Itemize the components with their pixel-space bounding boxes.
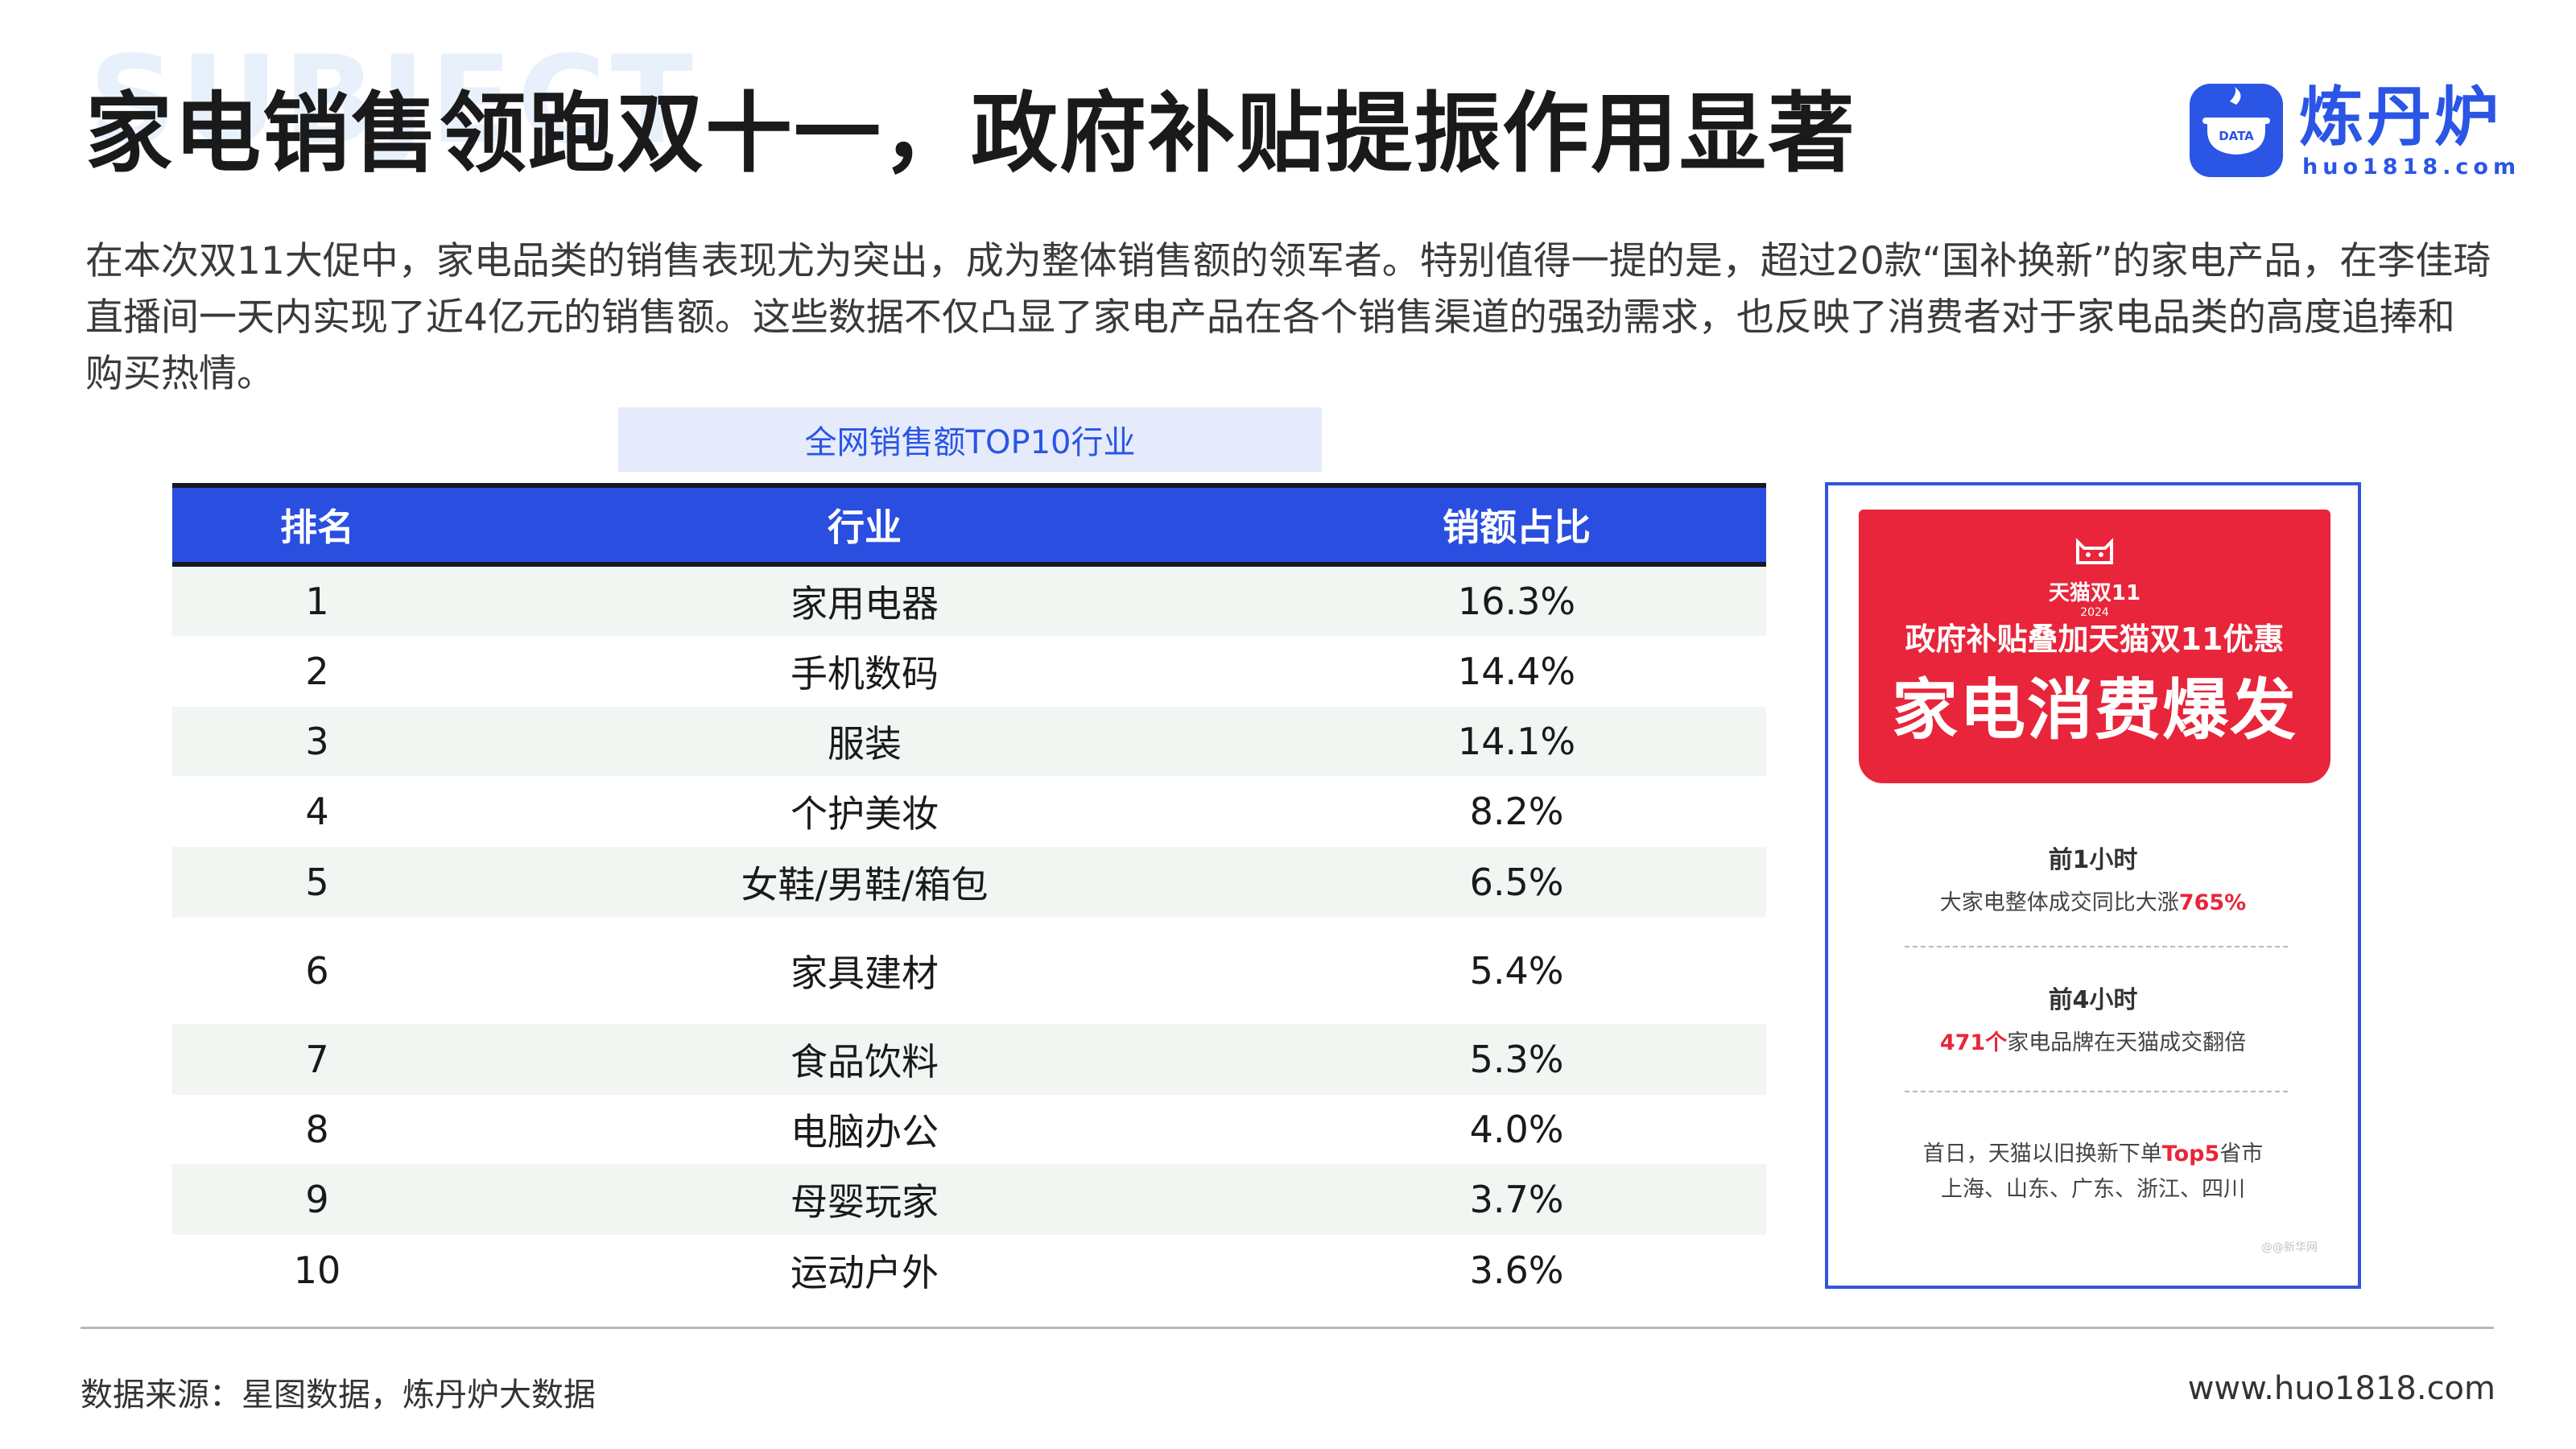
stat3-line1: 首日，天猫以旧换新下单Top5省市 [1828, 1136, 2358, 1167]
industry-cell: 电脑办公 [791, 1110, 939, 1154]
intro-paragraph: 在本次双11大促中，家电品类的销售表现尤为突出，成为整体销售额的领军者。特别值得… [85, 239, 2491, 396]
industry-cell: 家具建材 [791, 952, 939, 995]
logo-name: 炼丹炉 [2299, 80, 2502, 155]
stat1-text: 大家电整体成交同比大涨765% [1828, 885, 2358, 916]
table-row: 3 服装 14.1% [172, 707, 1766, 776]
table-row: 6 家具建材 5.4% [172, 918, 1766, 1024]
stat1-title: 前1小时 [2048, 846, 2138, 874]
header-industry: 行业 [828, 506, 902, 549]
stat1-value: 765% [2178, 890, 2247, 915]
table-body: 1 家用电器 16.3% 2 手机数码 14.4% 3 服装 14.1% 4 个护美妆 8.2% 5 女鞋… [172, 567, 1766, 1306]
share-cell: 5.3% [1469, 1038, 1564, 1081]
share-cell: 14.4% [1457, 650, 1576, 693]
table-row: 1 家用电器 16.3% [172, 567, 1766, 636]
rank-cell: 8 [305, 1108, 329, 1151]
stat3-prefix: 首日，天猫以旧换新下单 [1922, 1141, 2162, 1166]
background-watermark-word: SUBJECT [89, 31, 698, 171]
table-row: 8 电脑办公 4.0% [172, 1095, 1766, 1164]
brand-logo[interactable]: DATA 炼丹炉 huo1818.com [2190, 80, 2516, 185]
stat2-value: 471个 [1939, 1030, 2008, 1055]
industry-cell: 个护美妆 [791, 792, 939, 836]
divider [1905, 946, 2288, 947]
industry-cell: 女鞋/男鞋/箱包 [741, 863, 989, 906]
logo-badge-text: DATA [2219, 129, 2254, 143]
stat2-text: 471个家电品牌在天猫成交翻倍 [1828, 1025, 2358, 1056]
tmall-promo-image: 天猫双11 2024 政府补贴叠加天猫双11优惠 家电消费爆发 前1小时 大家电… [1825, 482, 2361, 1289]
rank-cell: 5 [305, 861, 329, 904]
tmall-cat-icon [1859, 537, 2330, 576]
share-cell: 6.5% [1469, 861, 1564, 904]
rank-cell: 9 [305, 1178, 329, 1221]
industry-cell: 运动户外 [791, 1251, 939, 1294]
rank-cell: 3 [305, 720, 329, 763]
industry-cell: 母婴玩家 [791, 1180, 939, 1224]
site-url[interactable]: www.huo1818.com [2187, 1370, 2496, 1407]
share-cell: 8.2% [1469, 790, 1564, 833]
footer-divider [80, 1327, 2494, 1329]
stat1-label: 大家电整体成交同比大涨 [1939, 890, 2179, 915]
stat3-highlight: Top5 [2161, 1141, 2220, 1166]
table-row: 9 母婴玩家 3.7% [172, 1164, 1766, 1235]
table-row: 5 女鞋/男鞋/箱包 6.5% [172, 847, 1766, 918]
tmall-tag-year: 2024 [2080, 606, 2109, 619]
page-title: 家电销售领跑双十一，政府补贴提振作用显著 [85, 84, 1857, 184]
industry-cell: 食品饮料 [791, 1040, 939, 1084]
divider [1905, 1091, 2288, 1092]
promo-banner: 天猫双11 2024 政府补贴叠加天猫双11优惠 家电消费爆发 [1859, 510, 2330, 783]
rank-cell: 10 [293, 1249, 341, 1292]
data-source: 数据来源：星图数据，炼丹炉大数据 [80, 1377, 596, 1414]
image-credit: @@新华网 [2261, 1241, 2318, 1254]
tmall-tag-text: 天猫双11 [2048, 581, 2141, 605]
rank-cell: 1 [305, 580, 329, 623]
table-row: 4 个护美妆 8.2% [172, 776, 1766, 847]
header-share: 销额占比 [1443, 506, 1591, 549]
table-row: 7 食品饮料 5.3% [172, 1024, 1766, 1095]
tmall-double11-badge: 天猫双11 2024 [1859, 537, 2330, 619]
share-cell: 4.0% [1469, 1108, 1564, 1151]
stat3-line2: 上海、山东、广东、浙江、四川 [1941, 1177, 2245, 1202]
rank-cell: 4 [305, 790, 329, 833]
rank-cell: 7 [305, 1038, 329, 1081]
promo-subtitle: 政府补贴叠加天猫双11优惠 [1905, 621, 2285, 657]
logo-url: huo1818.com [2302, 155, 2521, 180]
industry-cell: 手机数码 [791, 652, 939, 696]
share-cell: 5.4% [1469, 949, 1564, 993]
header-rank: 排名 [280, 506, 354, 549]
share-cell: 16.3% [1457, 580, 1576, 623]
data-pot-icon: DATA [2190, 84, 2283, 177]
table-caption: 全网销售额TOP10行业 [618, 407, 1322, 472]
rank-cell: 6 [305, 949, 329, 993]
industry-ranking-table: 排名 行业 销额占比 1 家用电器 16.3% 2 手机数码 14.4% 3 服装 14.1% 4… [172, 483, 1766, 1306]
share-cell: 14.1% [1457, 720, 1576, 763]
stat2-label: 家电品牌在天猫成交翻倍 [2007, 1030, 2247, 1055]
table-header: 排名 行业 销额占比 [172, 483, 1766, 567]
share-cell: 3.7% [1469, 1178, 1564, 1221]
industry-cell: 服装 [828, 722, 902, 766]
share-cell: 3.6% [1469, 1249, 1564, 1292]
stat3-suffix: 省市 [2219, 1141, 2264, 1166]
table-row: 10 运动户外 3.6% [172, 1235, 1766, 1306]
promo-headline: 家电消费爆发 [1891, 672, 2297, 749]
industry-cell: 家用电器 [791, 582, 939, 625]
table-row: 2 手机数码 14.4% [172, 636, 1766, 707]
rank-cell: 2 [305, 650, 329, 693]
stat2-title: 前4小时 [2048, 986, 2138, 1014]
